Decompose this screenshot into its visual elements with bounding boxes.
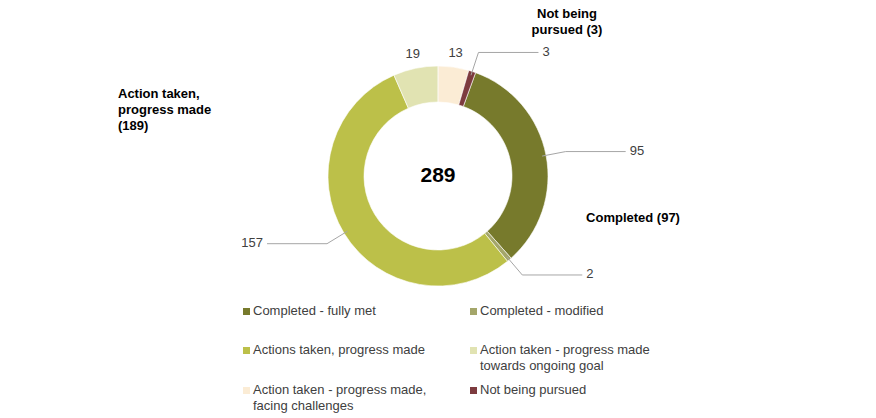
leader-line: [471, 52, 538, 75]
data-label: 3: [542, 44, 549, 59]
group-annotation: Not being pursued (3): [517, 6, 617, 38]
total-label: 289: [420, 163, 455, 186]
data-labels: 95 2 157 19 13 3: [241, 44, 644, 282]
legend-swatch: [470, 308, 477, 315]
slice: [463, 73, 548, 259]
legend-swatch: [470, 387, 477, 394]
legend-label: Completed - modified: [480, 303, 680, 319]
legend-swatch: [243, 308, 250, 315]
group-annotation: Action taken, progress made (189): [118, 86, 238, 134]
slice: [328, 75, 507, 286]
legend-label: Actions taken, progress made: [253, 342, 453, 358]
legend-label: Action taken - progress made, facing cha…: [253, 382, 453, 414]
data-label: 95: [630, 143, 644, 158]
slice: [394, 66, 438, 108]
legend-label: Not being pursued: [480, 382, 680, 398]
data-label: 19: [405, 46, 419, 61]
data-label: 2: [586, 266, 593, 281]
leader-line: [542, 152, 626, 157]
legend-swatch: [243, 387, 250, 394]
data-label: 13: [448, 45, 462, 60]
legend-label: Action taken - progress made towards ong…: [480, 342, 680, 374]
leader-line: [267, 231, 347, 243]
slices: [328, 66, 548, 286]
legend-swatch: [243, 347, 250, 354]
chart: 95 2 157 19 13 3 289 Completed (97) Action taken…: [0, 0, 876, 418]
data-label: 157: [241, 235, 263, 250]
chart-svg: 95 2 157 19 13 3 289: [0, 0, 876, 418]
slice: [459, 70, 476, 106]
legend-swatch: [470, 347, 477, 354]
legend-label: Completed - fully met: [253, 303, 453, 319]
leader-line: [507, 257, 583, 275]
group-annotation: Completed (97): [583, 210, 683, 226]
